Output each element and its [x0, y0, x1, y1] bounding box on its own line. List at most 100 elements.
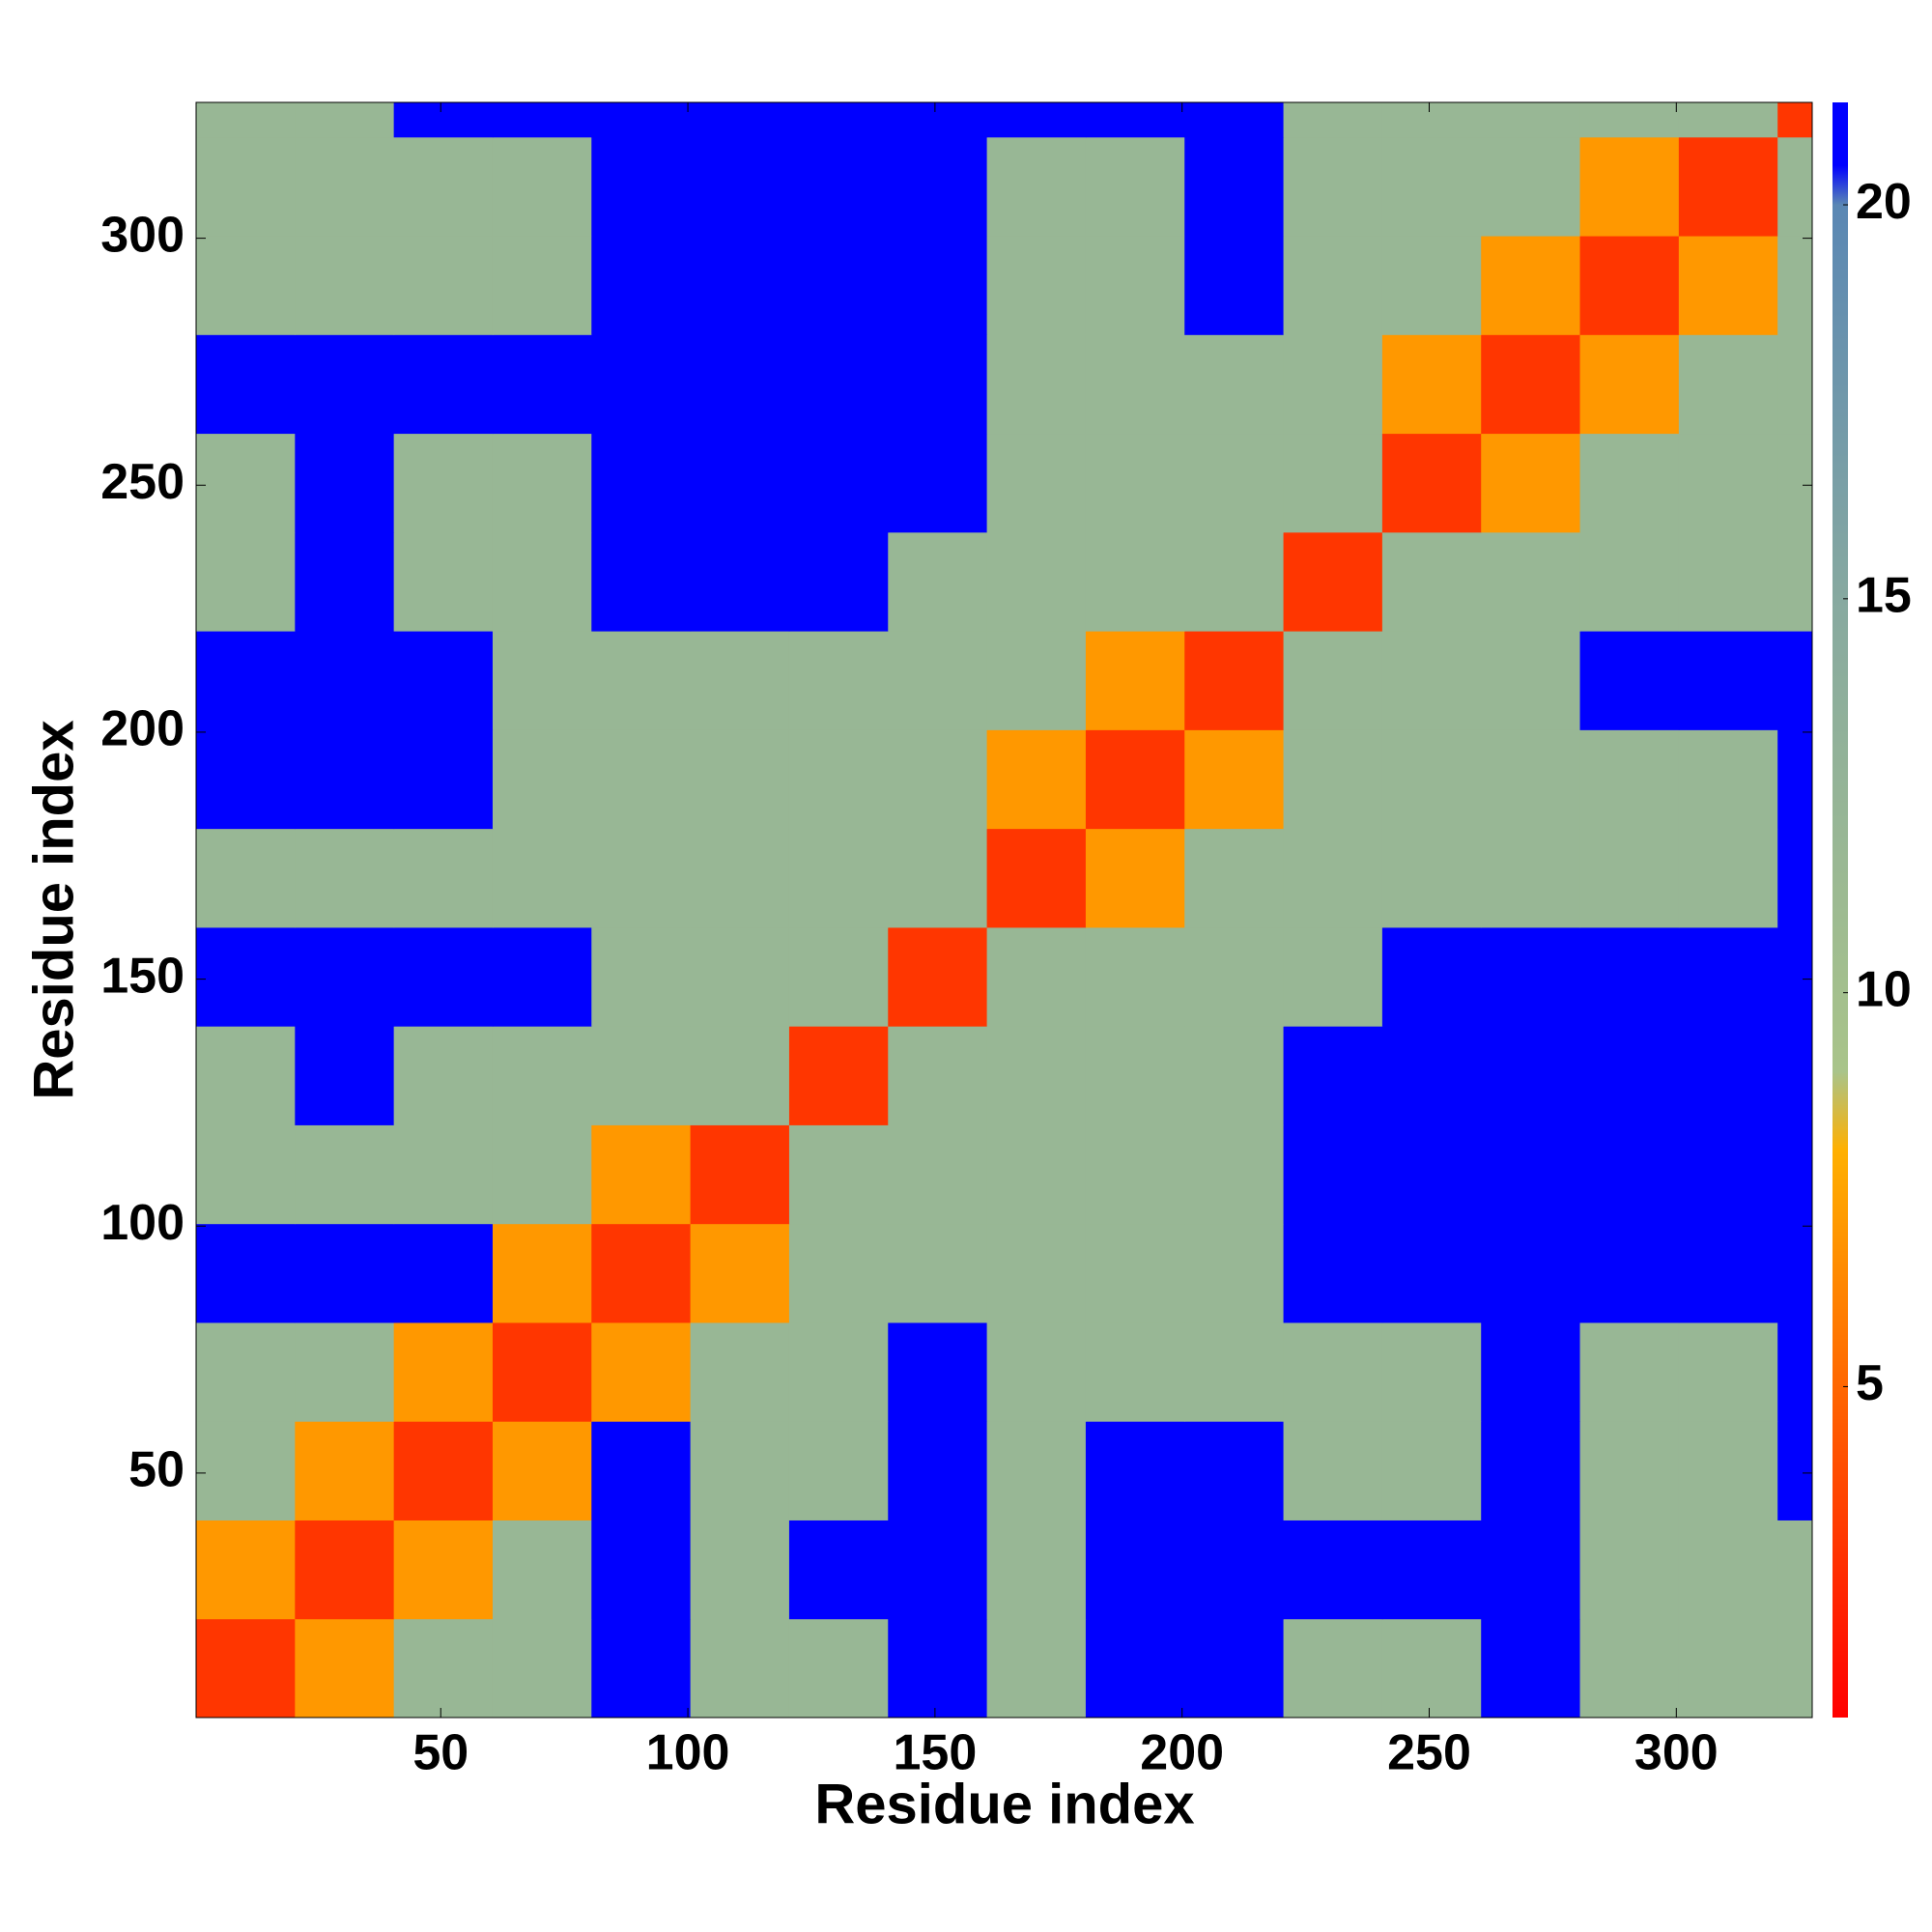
heatmap-cell [888, 433, 988, 533]
heatmap-cell [788, 1026, 889, 1125]
heatmap-cell [986, 433, 1087, 533]
heatmap-cell [986, 1223, 1087, 1323]
heatmap-cell [1579, 433, 1680, 533]
heatmap-cell [1481, 102, 1581, 138]
heatmap-cell [1777, 1026, 1813, 1125]
heatmap-cell [1184, 1124, 1285, 1225]
x-axis-label: Residue index [814, 1773, 1194, 1835]
heatmap-cell [986, 334, 1087, 435]
heatmap-cell [1381, 729, 1482, 830]
heatmap-cell [492, 828, 592, 928]
heatmap-cell [788, 1124, 889, 1225]
heatmap-cell [1085, 729, 1185, 830]
y-axis-label: Residue index [22, 720, 85, 1099]
heatmap-cell [888, 729, 988, 830]
heatmap-cell [393, 1223, 494, 1323]
heatmap-cell [1777, 926, 1813, 1027]
heatmap-cell [986, 926, 1087, 1027]
heatmap-cell [788, 1520, 889, 1620]
heatmap-cell [492, 1124, 592, 1225]
heatmap-cell [888, 1026, 988, 1125]
heatmap-cell [492, 433, 592, 533]
heatmap-cell [393, 531, 494, 632]
plot-frame [195, 101, 1813, 1719]
heatmap-cell [591, 531, 692, 632]
heatmap-cell [1579, 136, 1680, 237]
heatmap-cell [1579, 236, 1680, 335]
heatmap-cell [393, 102, 494, 138]
heatmap-cell [888, 236, 988, 335]
heatmap-cell [1085, 236, 1185, 335]
heatmap-cell [1481, 1321, 1581, 1422]
heatmap-cell [1678, 1321, 1778, 1422]
heatmap-cell [788, 433, 889, 533]
heatmap-cell [393, 1421, 494, 1520]
heatmap-cell [788, 102, 889, 138]
colorbar-tick-label: 5 [1856, 1355, 1884, 1411]
heatmap-cell [1381, 828, 1482, 928]
heatmap-cell [1579, 926, 1680, 1027]
heatmap-cell [1184, 1321, 1285, 1422]
heatmap-cell [888, 1520, 988, 1620]
colorbar [1833, 102, 1848, 1718]
heatmap-cell [591, 631, 692, 730]
heatmap-cell [986, 828, 1087, 928]
y-tick-label: 100 [100, 1195, 185, 1251]
heatmap-cell [492, 1618, 592, 1719]
heatmap-cell [1678, 1124, 1778, 1225]
heatmap-cell [196, 334, 296, 435]
heatmap-cell [1777, 1321, 1813, 1422]
heatmap-cell [1283, 729, 1383, 830]
heatmap-cell [1481, 926, 1581, 1027]
heatmap-cell [1085, 1520, 1185, 1620]
heatmap-cell [492, 1421, 592, 1520]
heatmap-cell [690, 1026, 790, 1125]
heatmap-cell [888, 334, 988, 435]
heatmap-cell [986, 1321, 1087, 1422]
heatmap-cell [1381, 631, 1482, 730]
heatmap-cell [1678, 631, 1778, 730]
heatmap-cell [690, 926, 790, 1027]
heatmap-cell [1777, 729, 1813, 830]
heatmap-cell [1184, 334, 1285, 435]
heatmap-cell [1381, 433, 1482, 533]
x-tick-label: 150 [893, 1725, 977, 1781]
heatmap-cell [492, 334, 592, 435]
heatmap-cell [888, 1223, 988, 1323]
heatmap-cell [1777, 102, 1813, 138]
heatmap-cell [1184, 1421, 1285, 1520]
heatmap-cell [196, 1321, 296, 1422]
heatmap-cell [591, 1321, 692, 1422]
heatmap-cell [492, 1223, 592, 1323]
heatmap-cell [1283, 1026, 1383, 1125]
heatmap-cell [690, 334, 790, 435]
heatmap-cell [1283, 1321, 1383, 1422]
heatmap-cell [393, 1618, 494, 1719]
heatmap-cell [196, 1520, 296, 1620]
heatmap-cell [690, 236, 790, 335]
heatmap-cell [1283, 1223, 1383, 1323]
heatmap-cell [1678, 828, 1778, 928]
heatmap-cell [1481, 631, 1581, 730]
heatmap-cell [393, 433, 494, 533]
heatmap-cell [295, 1618, 395, 1719]
heatmap-cell [788, 334, 889, 435]
heatmap-cell [788, 1618, 889, 1719]
heatmap-cell [690, 729, 790, 830]
heatmap-cell [1481, 334, 1581, 435]
heatmap-cell [196, 926, 296, 1027]
heatmap-cell [196, 729, 296, 830]
x-tick-label: 50 [412, 1725, 469, 1781]
heatmap-cell [295, 828, 395, 928]
heatmap-cell [295, 1321, 395, 1422]
heatmap-cell [690, 1421, 790, 1520]
heatmap-cell [1283, 236, 1383, 335]
heatmap-cell [1085, 1618, 1185, 1719]
heatmap-cell [295, 631, 395, 730]
heatmap-cell [393, 136, 494, 237]
heatmap-cell [690, 1321, 790, 1422]
heatmap-cell [1678, 531, 1778, 632]
heatmap-cell [986, 1421, 1087, 1520]
heatmap-cell [196, 136, 296, 237]
heatmap-cell [1481, 1026, 1581, 1125]
